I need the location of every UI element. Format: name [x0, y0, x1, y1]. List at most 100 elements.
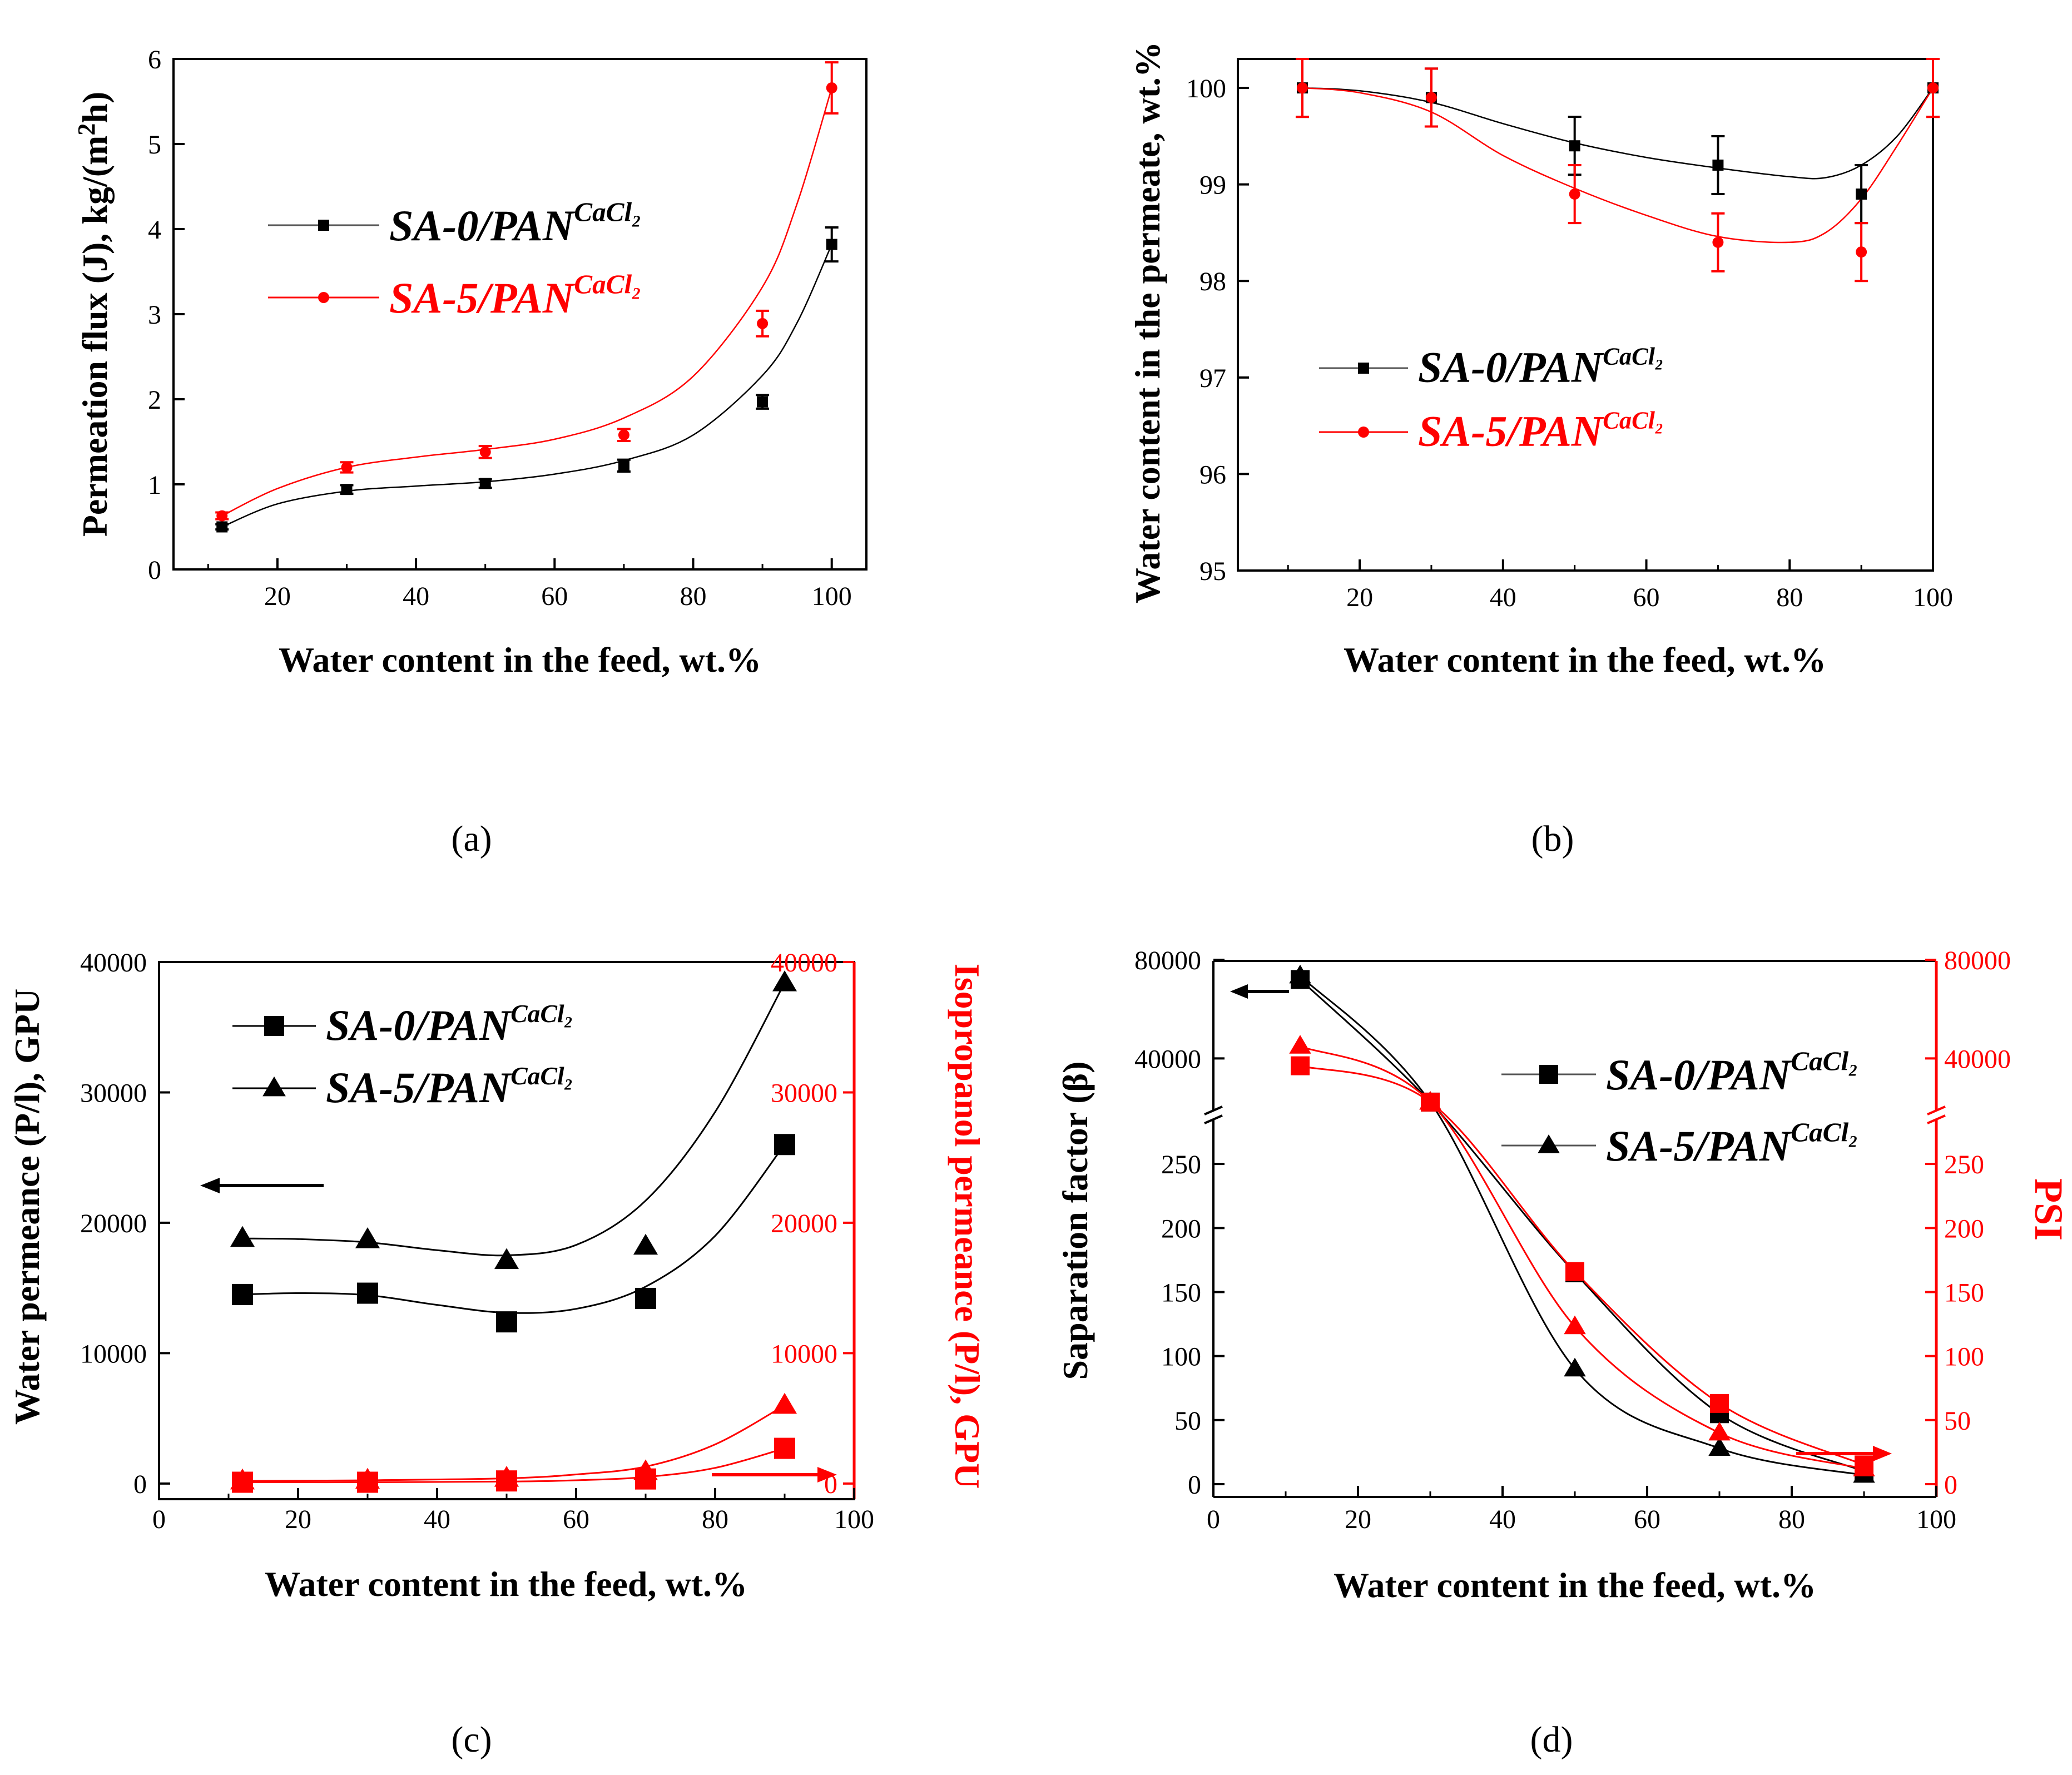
- legend: SA-0/PANCaCl₂ SA-5/PANCaCl₂: [268, 197, 641, 322]
- x-tick-label: 100: [812, 582, 852, 611]
- data-point: [826, 82, 837, 94]
- legend-label: SA-5/PANCaCl₂: [1418, 406, 1664, 455]
- y-tick-label: 30000: [771, 1078, 837, 1108]
- data-point: [479, 478, 491, 489]
- y-axis: 0 1 2 3 4 5 6: [148, 45, 185, 585]
- data-marks: [1289, 964, 1875, 1483]
- y-tick-label: 80000: [1944, 946, 2011, 975]
- y-axis: 95 96 97 98 99 100: [1186, 74, 1249, 586]
- fit-line: [1299, 975, 1865, 1476]
- fit-curves: [242, 982, 786, 1484]
- data-point: [772, 1392, 797, 1414]
- y-tick-label: 20000: [80, 1209, 147, 1238]
- data-point: [1712, 236, 1724, 248]
- data-point: [1425, 92, 1437, 103]
- data-point: [772, 970, 797, 991]
- data-point: [618, 460, 629, 472]
- data-point: [1569, 140, 1580, 152]
- x-tick-label: 80: [680, 582, 707, 611]
- x-tick-label: 80: [1778, 1505, 1805, 1534]
- y-tick-label: 40000: [1944, 1044, 2011, 1074]
- legend-marker: [1538, 1134, 1560, 1153]
- x-axis: 0 20 40 60 80 100: [152, 1488, 874, 1534]
- x-tick-label: 60: [541, 582, 568, 611]
- data-point: [1565, 1262, 1584, 1281]
- data-point: [635, 1287, 656, 1309]
- data-point: [1856, 246, 1867, 258]
- data-point: [1296, 82, 1308, 94]
- y-tick-label: 100: [1161, 1342, 1201, 1372]
- data-point: [1419, 1090, 1441, 1110]
- y-tick-label: 200: [1944, 1214, 1984, 1243]
- data-marks: [230, 970, 797, 1493]
- fit-curves: [1302, 87, 1933, 244]
- y-tick-label: 10000: [80, 1339, 147, 1369]
- legend: SA-0/PANCaCl₂ SA-5/PANCaCl₂: [1501, 1046, 1858, 1170]
- y-tick-label: 0: [133, 1470, 147, 1499]
- legend-label: SA-5/PANCaCl₂: [1606, 1117, 1858, 1170]
- x-axis: 0 20 40 60 80 100: [1207, 1486, 1956, 1534]
- fit-line: [1302, 87, 1933, 244]
- x-tick-label: 60: [1633, 583, 1660, 612]
- legend-label: SA-5/PANCaCl₂: [389, 269, 641, 322]
- right-axis-arrow: [712, 1467, 837, 1483]
- legend: SA-0/PANCaCl₂ SA-5/PANCaCl₂: [1319, 342, 1664, 455]
- data-point: [494, 1466, 519, 1487]
- x-tick-label: 80: [702, 1505, 728, 1534]
- x-tick-label: 40: [1490, 583, 1516, 612]
- x-tick-label: 40: [424, 1505, 450, 1534]
- fit-line: [242, 982, 786, 1257]
- data-point: [230, 1226, 255, 1247]
- y-tick-label: 50: [1944, 1406, 1971, 1436]
- y-tick-label: 98: [1199, 267, 1226, 296]
- data-point: [1710, 1394, 1729, 1413]
- legend-marker: [262, 1076, 286, 1097]
- axis-break-marks: [1204, 1105, 1946, 1124]
- x-tick-label: 80: [1776, 583, 1803, 612]
- y-axis-label: Permeation flux (J), kg/(m2h): [73, 92, 115, 537]
- y-tick-label: 100: [1186, 74, 1226, 103]
- y-axis-label: Water permeance (P/l), GPU: [7, 989, 47, 1425]
- y-tick-label: 1: [148, 470, 161, 500]
- legend-label: SA-0/PANCaCl₂: [389, 197, 641, 250]
- chart-panel-a: 20 40 60 80 100 0 1 2 3 4 5 6 Water content in the…: [73, 45, 868, 859]
- fit-line: [221, 244, 832, 528]
- y-tick-label: 97: [1199, 364, 1226, 393]
- x-tick-label: 100: [834, 1505, 874, 1534]
- y-tick-label: 0: [148, 556, 161, 585]
- y-axis-label: Water content in the permeate, wt.%: [1128, 42, 1167, 603]
- y-tick-label: 40000: [80, 948, 147, 978]
- y-axis: 0 10000 20000 30000 40000: [80, 948, 170, 1499]
- legend-marker: [318, 292, 329, 303]
- x-tick-label: 0: [152, 1505, 166, 1534]
- legend-marker: [318, 220, 329, 231]
- y-tick-label: 200: [1161, 1214, 1201, 1243]
- x-axis-label: Water content in the feed, wt.%: [1334, 1565, 1816, 1605]
- y-tick-label: 30000: [80, 1078, 147, 1108]
- legend-marker: [264, 1016, 284, 1036]
- data-point: [216, 510, 228, 522]
- y-tick-label: 50: [1174, 1406, 1201, 1436]
- data-point: [341, 462, 353, 473]
- legend-marker: [1539, 1065, 1558, 1084]
- x-tick-label: 20: [264, 582, 291, 611]
- y2-axis-label: PSI: [2026, 1178, 2071, 1241]
- data-point: [633, 1233, 658, 1255]
- data-point: [1564, 1357, 1586, 1377]
- data-point: [494, 1248, 519, 1270]
- legend-label: SA-0/PANCaCl₂: [1418, 342, 1664, 391]
- y-tick-label: 99: [1199, 171, 1226, 200]
- data-point: [774, 1437, 795, 1459]
- data-point: [1569, 189, 1580, 200]
- data-point: [633, 1459, 658, 1480]
- legend-marker: [1358, 363, 1369, 374]
- y-tick-label: 150: [1944, 1278, 1984, 1307]
- legend-marker: [1358, 427, 1369, 438]
- x-tick-label: 100: [1916, 1505, 1956, 1534]
- x-tick-label: 40: [1489, 1505, 1516, 1534]
- fit-line: [221, 87, 832, 517]
- legend: SA-0/PANCaCl₂ SA-5/PANCaCl₂: [232, 999, 573, 1112]
- data-point: [1712, 159, 1724, 171]
- fit-line: [242, 1404, 785, 1482]
